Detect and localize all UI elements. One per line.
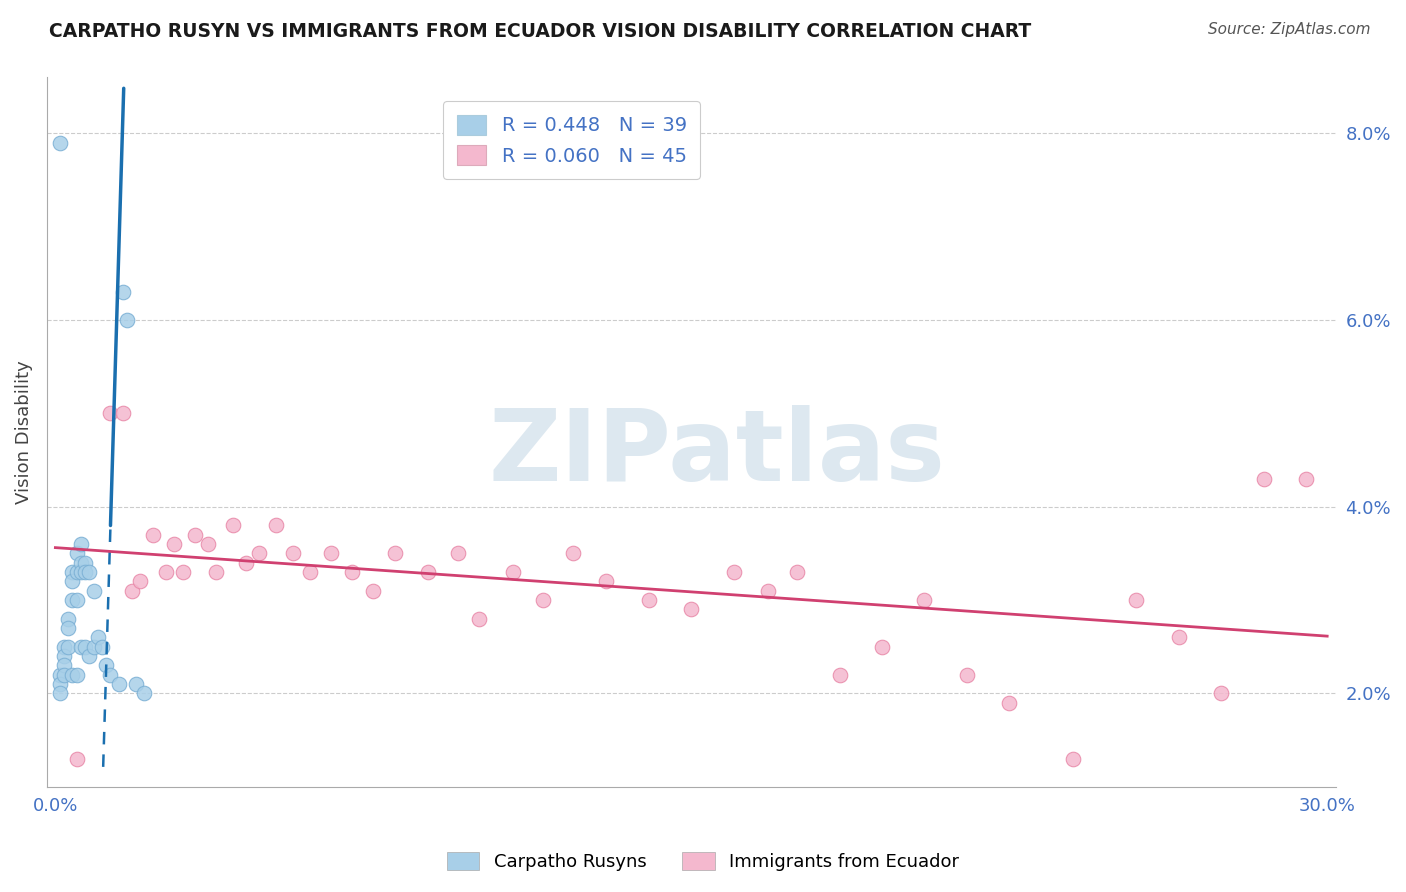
Point xyxy=(384,546,406,560)
Point xyxy=(91,640,114,654)
Point xyxy=(264,518,287,533)
Point xyxy=(60,565,83,579)
Point xyxy=(956,668,979,682)
Legend: R = 0.448   N = 39, R = 0.060   N = 45: R = 0.448 N = 39, R = 0.060 N = 45 xyxy=(443,102,700,179)
Point xyxy=(52,658,75,673)
Point xyxy=(73,565,96,579)
Point xyxy=(56,621,79,635)
Point xyxy=(65,546,87,560)
Point xyxy=(117,313,139,327)
Point xyxy=(163,537,186,551)
Point xyxy=(100,407,122,421)
Point xyxy=(502,565,524,579)
Point xyxy=(48,677,70,691)
Point xyxy=(83,640,105,654)
Point xyxy=(125,677,148,691)
Point xyxy=(363,583,385,598)
Point xyxy=(60,668,83,682)
Point xyxy=(531,593,554,607)
Point xyxy=(1125,593,1147,607)
Point xyxy=(756,583,779,598)
Point xyxy=(172,565,194,579)
Point xyxy=(595,574,617,589)
Point xyxy=(69,537,91,551)
Legend: Carpatho Rusyns, Immigrants from Ecuador: Carpatho Rusyns, Immigrants from Ecuador xyxy=(440,846,966,879)
Point xyxy=(121,583,143,598)
Point xyxy=(870,640,893,654)
Point xyxy=(56,640,79,654)
Point xyxy=(998,696,1021,710)
Point xyxy=(79,649,101,664)
Point xyxy=(48,136,70,150)
Text: Source: ZipAtlas.com: Source: ZipAtlas.com xyxy=(1208,22,1371,37)
Point xyxy=(1062,752,1084,766)
Point xyxy=(418,565,440,579)
Point xyxy=(100,668,122,682)
Point xyxy=(48,686,70,700)
Point xyxy=(65,752,87,766)
Point xyxy=(197,537,219,551)
Point xyxy=(912,593,935,607)
Point xyxy=(96,658,118,673)
Point xyxy=(52,649,75,664)
Point xyxy=(723,565,745,579)
Point xyxy=(319,546,342,560)
Point xyxy=(69,565,91,579)
Point xyxy=(247,546,270,560)
Point xyxy=(340,565,363,579)
Point xyxy=(155,565,177,579)
Point xyxy=(1167,631,1189,645)
Point xyxy=(142,528,165,542)
Point xyxy=(65,668,87,682)
Point xyxy=(65,593,87,607)
Point xyxy=(828,668,851,682)
Point xyxy=(786,565,808,579)
Point xyxy=(222,518,245,533)
Point xyxy=(112,407,135,421)
Point xyxy=(73,640,96,654)
Point xyxy=(561,546,583,560)
Point xyxy=(60,574,83,589)
Point xyxy=(87,631,110,645)
Point xyxy=(48,668,70,682)
Point xyxy=(65,565,87,579)
Point xyxy=(1253,472,1275,486)
Point xyxy=(235,556,257,570)
Point xyxy=(60,593,83,607)
Point xyxy=(56,612,79,626)
Point xyxy=(1295,472,1317,486)
Point xyxy=(184,528,207,542)
Point xyxy=(681,602,703,616)
Point xyxy=(298,565,321,579)
Point xyxy=(73,556,96,570)
Point xyxy=(112,285,135,299)
Text: CARPATHO RUSYN VS IMMIGRANTS FROM ECUADOR VISION DISABILITY CORRELATION CHART: CARPATHO RUSYN VS IMMIGRANTS FROM ECUADO… xyxy=(49,22,1032,41)
Point xyxy=(52,640,75,654)
Point xyxy=(134,686,156,700)
Point xyxy=(281,546,304,560)
Text: ZIPatlas: ZIPatlas xyxy=(489,405,945,502)
Point xyxy=(83,583,105,598)
Point xyxy=(1211,686,1233,700)
Point xyxy=(69,556,91,570)
Y-axis label: Vision Disability: Vision Disability xyxy=(15,360,32,504)
Point xyxy=(79,565,101,579)
Point xyxy=(468,612,491,626)
Point xyxy=(52,668,75,682)
Point xyxy=(447,546,470,560)
Point xyxy=(205,565,228,579)
Point xyxy=(69,640,91,654)
Point xyxy=(638,593,661,607)
Point xyxy=(108,677,131,691)
Point xyxy=(129,574,152,589)
